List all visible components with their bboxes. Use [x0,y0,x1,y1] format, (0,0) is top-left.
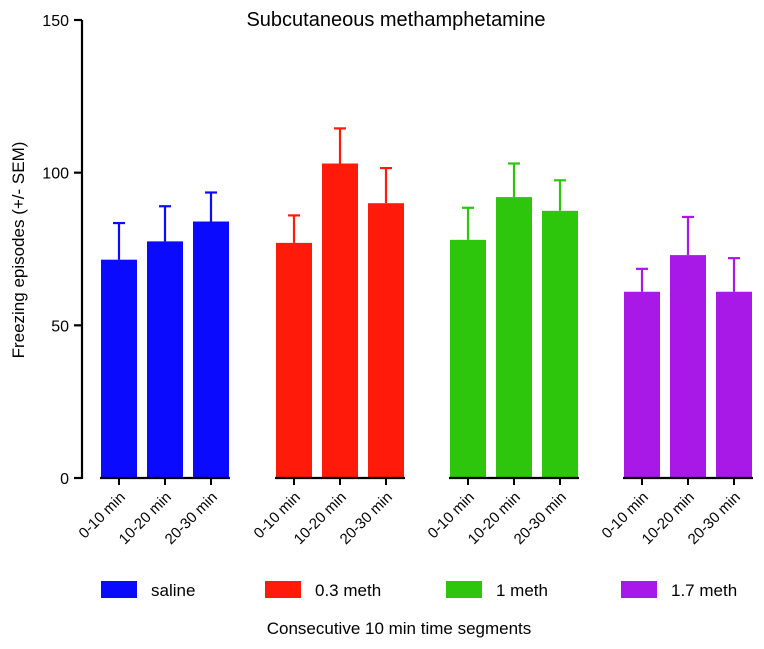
bar [670,255,706,478]
bar [147,241,183,478]
bar [276,242,312,478]
x-axis-label: Consecutive 10 min time segments [267,619,532,638]
y-tick-label: 0 [60,471,69,488]
legend-swatch [621,581,657,598]
legend-label: saline [151,581,195,600]
legend-label: 1 meth [496,581,548,600]
y-tick-label: 100 [42,166,69,183]
bar [624,291,660,478]
chart-title: Subcutaneous methamphetamine [246,9,545,31]
bar [193,221,229,478]
y-tick-label: 50 [51,318,69,335]
bar [716,291,752,478]
legend-label: 0.3 meth [315,581,381,600]
legend-swatch [446,581,482,598]
y-tick-label: 150 [42,13,69,30]
legend: saline 0.3 meth 1 meth 1.7 meth [101,581,737,600]
bar [542,210,578,479]
bar [368,203,404,478]
legend-label: 1.7 meth [671,581,737,600]
y-axis-label: Freezing episodes (+/- SEM) [9,142,28,359]
legend-swatch [101,581,137,598]
bar [101,259,137,478]
bar [496,197,532,479]
bar [322,163,358,479]
legend-swatch [265,581,301,598]
bar [450,239,486,478]
